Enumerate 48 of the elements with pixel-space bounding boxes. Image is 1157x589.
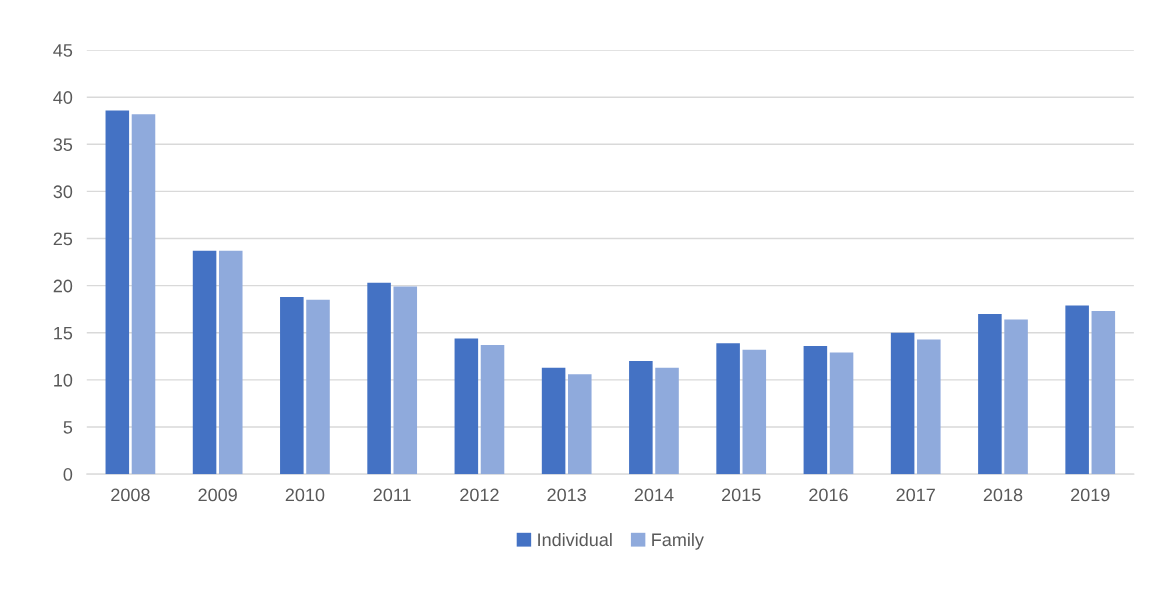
bar — [1004, 319, 1028, 475]
bar — [541, 367, 566, 475]
bar — [306, 299, 330, 475]
x-tick-label: 2015 — [722, 488, 761, 502]
y-tick-label: 30 — [53, 185, 73, 199]
bar — [367, 282, 391, 475]
y-tick-label: 25 — [53, 232, 73, 246]
x-tick-label: 2013 — [547, 488, 586, 502]
legend-label: Family — [652, 532, 704, 550]
x-tick-label: 2009 — [198, 488, 237, 502]
bar — [978, 313, 1002, 475]
bar — [393, 286, 418, 475]
y-tick-label: 10 — [54, 373, 73, 387]
x-tick-label: 2008 — [111, 488, 150, 502]
bar — [716, 343, 740, 475]
y-tick-label: 35 — [53, 138, 73, 152]
y-tick-label: 45 — [53, 44, 73, 57]
x-tick-label: 2016 — [809, 488, 848, 502]
bar — [803, 345, 828, 475]
bar — [192, 250, 217, 475]
x-tick-label: 2011 — [373, 488, 411, 502]
x-tick-label: 2018 — [983, 488, 1023, 502]
bar — [829, 352, 854, 475]
y-tick-label: 20 — [53, 279, 73, 293]
bar — [890, 332, 915, 475]
legend-label: Individual — [538, 532, 612, 547]
bar — [742, 349, 767, 475]
x-tick-label: 2019 — [1071, 488, 1110, 502]
y-tick-label: 5 — [63, 421, 73, 434]
x-tick-label: 2012 — [460, 488, 499, 502]
bar — [655, 367, 679, 475]
bar — [1065, 305, 1089, 475]
x-tick-label: 2010 — [285, 488, 325, 502]
bar — [218, 250, 243, 475]
x-tick-label: 2017 — [896, 488, 935, 502]
bar — [480, 345, 505, 475]
y-tick-label: 0 — [63, 468, 73, 481]
bar — [629, 361, 653, 475]
bar — [1091, 311, 1116, 475]
bar — [568, 374, 592, 475]
x-tick-label: 2014 — [634, 488, 674, 502]
bar — [917, 339, 941, 475]
bar — [454, 338, 479, 475]
bar — [105, 110, 130, 475]
y-tick-label: 40 — [53, 91, 73, 104]
y-tick-label: 15 — [54, 326, 73, 340]
bar — [131, 114, 156, 475]
bar — [280, 296, 304, 475]
